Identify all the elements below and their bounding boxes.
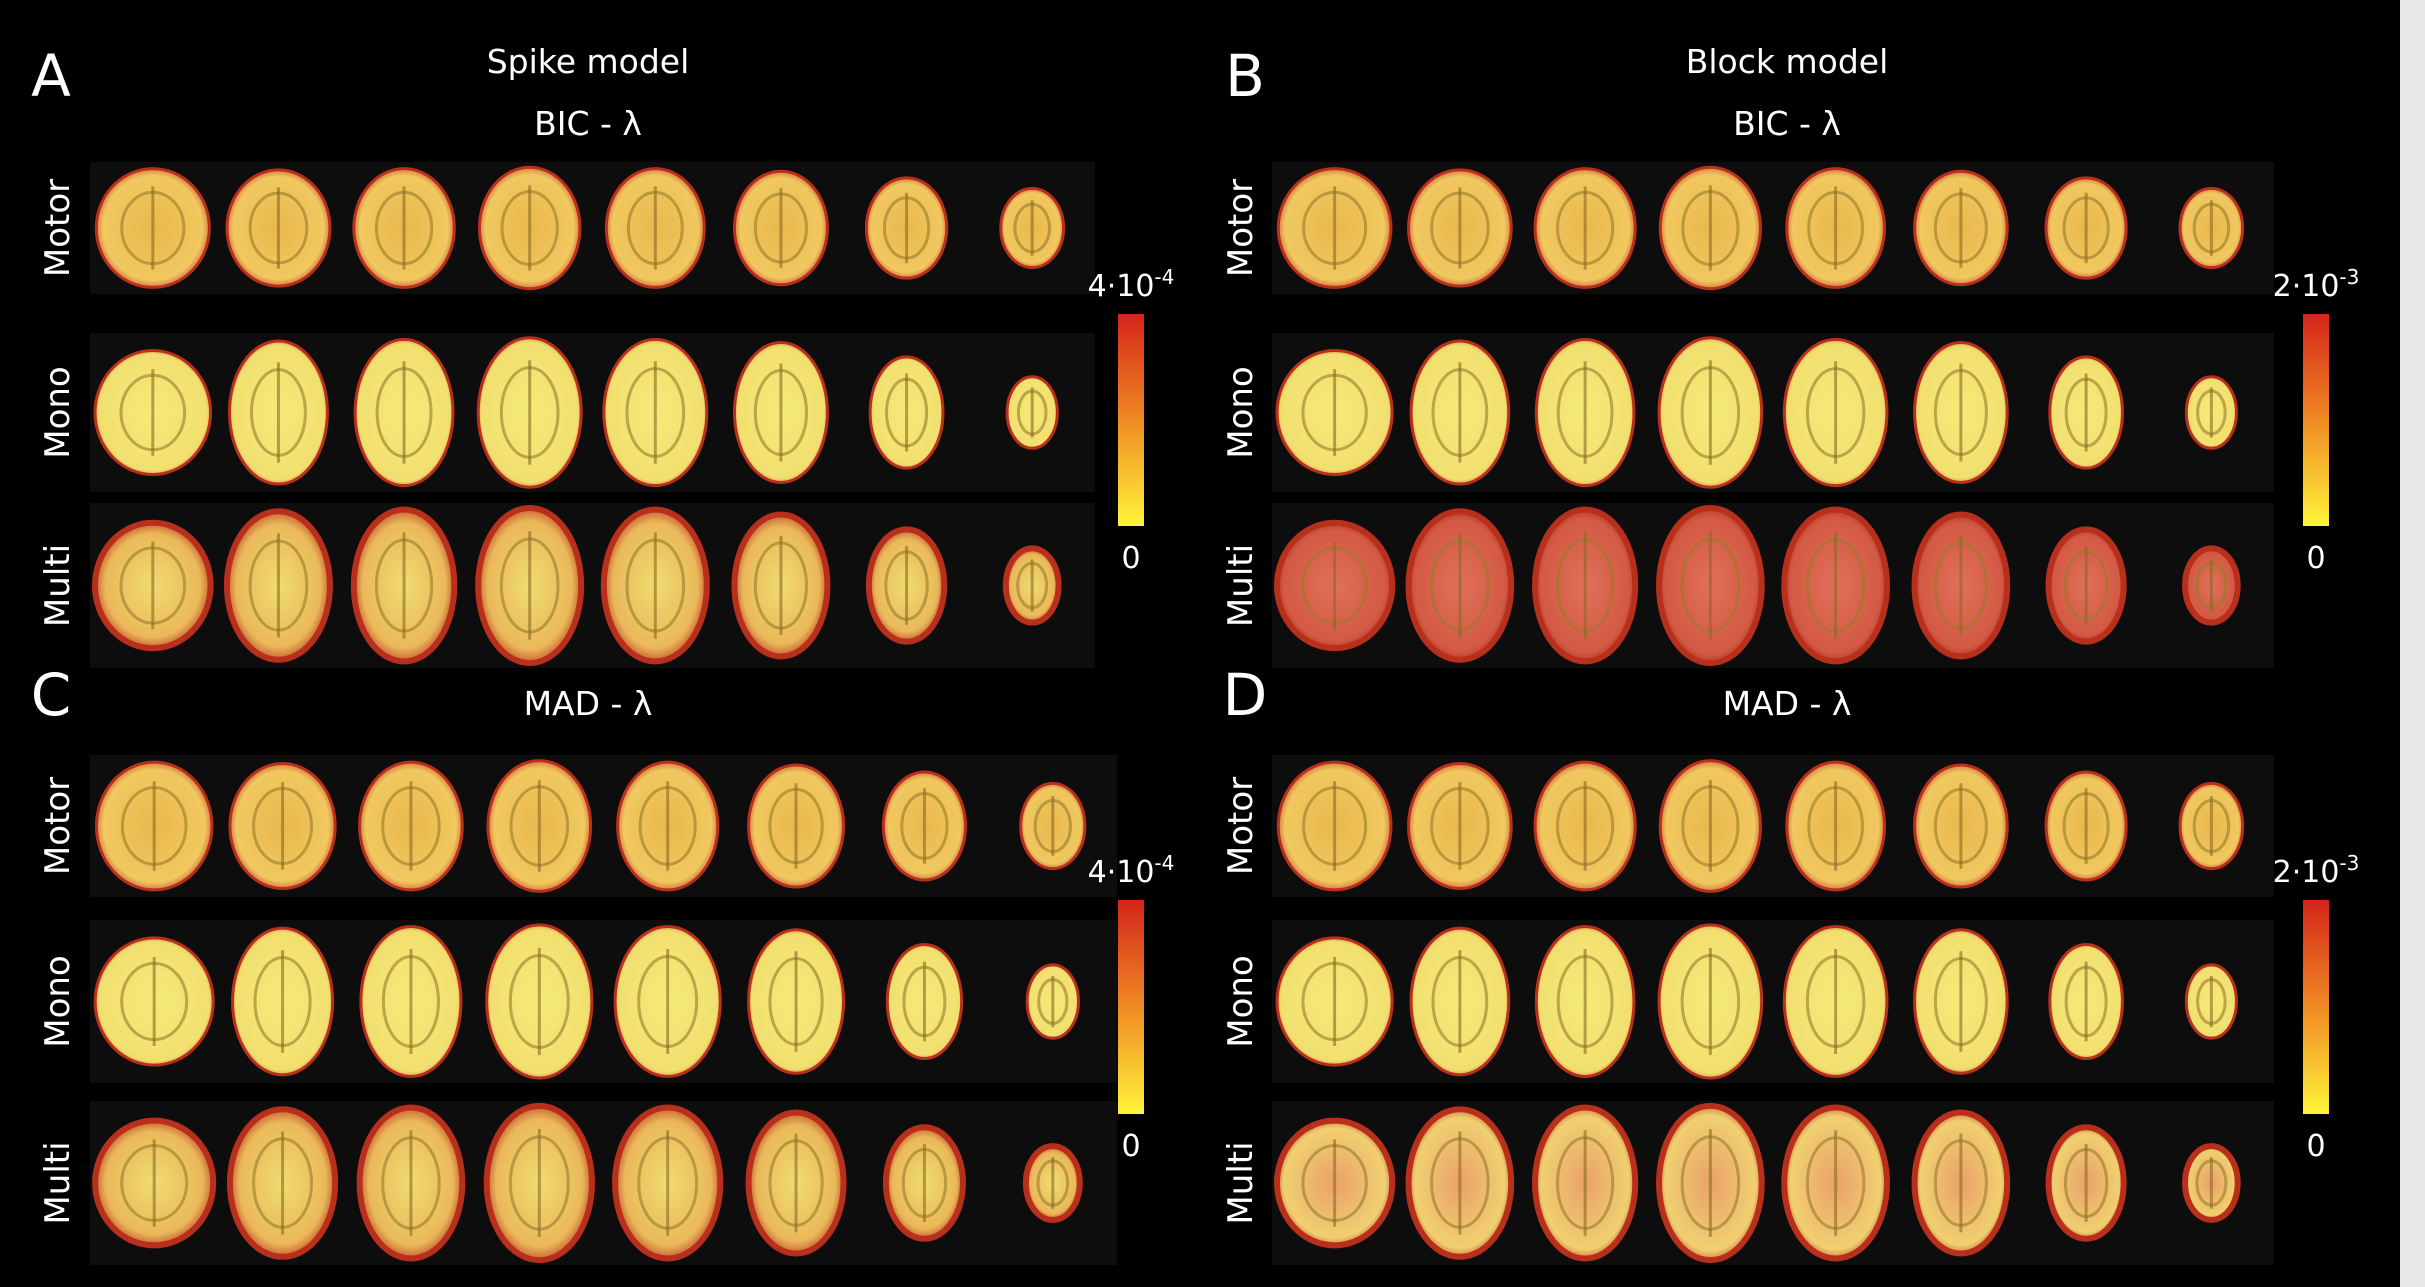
model-title: Block model xyxy=(1686,42,1889,81)
method-title: BIC - λ xyxy=(534,104,642,143)
colorbar-min: 0 xyxy=(1121,1129,1140,1164)
colorbar-max-base: 2·10 xyxy=(2273,855,2340,890)
method-title: BIC - λ xyxy=(1733,104,1841,143)
method-title: MAD - λ xyxy=(1723,684,1852,723)
row-label: Mono xyxy=(1221,366,1261,459)
row-label: Multi xyxy=(1221,544,1261,627)
panel: B Block model BIC - λ Motor Mono Multi 2·10-3 0 xyxy=(1221,42,2359,668)
row-label: Multi xyxy=(38,544,78,627)
colorbar-min: 0 xyxy=(2306,541,2325,576)
colorbar-max-base: 2·10 xyxy=(2273,269,2340,304)
colorbar-max: 4·10-4 xyxy=(1088,265,1175,304)
panel-letter: D xyxy=(1223,661,1268,729)
method-title: MAD - λ xyxy=(524,684,653,723)
row-label: Multi xyxy=(38,1141,78,1224)
panel: C MAD - λ Motor Mono Multi 4·10-4 0 xyxy=(31,661,1175,1265)
row-label: Motor xyxy=(1221,777,1261,875)
panel-letter: A xyxy=(31,42,71,110)
colorbar xyxy=(1118,900,1144,1114)
edge-strip xyxy=(2400,0,2425,1287)
colorbar-max-exponent: -4 xyxy=(1154,851,1174,875)
panel: A Spike model BIC - λ Motor Mono Multi 4·10-4 0 xyxy=(31,42,1174,668)
colorbar-min: 0 xyxy=(1121,541,1140,576)
row-label: Motor xyxy=(1221,179,1261,277)
colorbar-max: 2·10-3 xyxy=(2273,851,2360,890)
colorbar xyxy=(1118,314,1144,526)
colorbar xyxy=(2303,900,2329,1114)
colorbar-max-base: 4·10 xyxy=(1088,855,1155,890)
row-label: Multi xyxy=(1221,1141,1261,1224)
row-label: Mono xyxy=(1221,955,1261,1048)
panel-letter: C xyxy=(31,661,72,729)
row-label: Motor xyxy=(38,179,78,277)
colorbar-min: 0 xyxy=(2306,1129,2325,1164)
colorbar-max: 4·10-4 xyxy=(1088,851,1175,890)
model-title: Spike model xyxy=(487,42,690,81)
colorbar-max-exponent: -3 xyxy=(2339,851,2359,875)
panel: D MAD - λ Motor Mono Multi 2·10-3 0 xyxy=(1221,661,2359,1265)
row-label: Mono xyxy=(38,955,78,1048)
colorbar-max: 2·10-3 xyxy=(2273,265,2360,304)
colorbar-max-exponent: -4 xyxy=(1154,265,1174,289)
panel-letter: B xyxy=(1225,42,1265,110)
colorbar-max-base: 4·10 xyxy=(1088,269,1155,304)
colorbar-max-exponent: -3 xyxy=(2339,265,2359,289)
row-label: Mono xyxy=(38,366,78,459)
colorbar xyxy=(2303,314,2329,526)
row-label: Motor xyxy=(38,777,78,875)
